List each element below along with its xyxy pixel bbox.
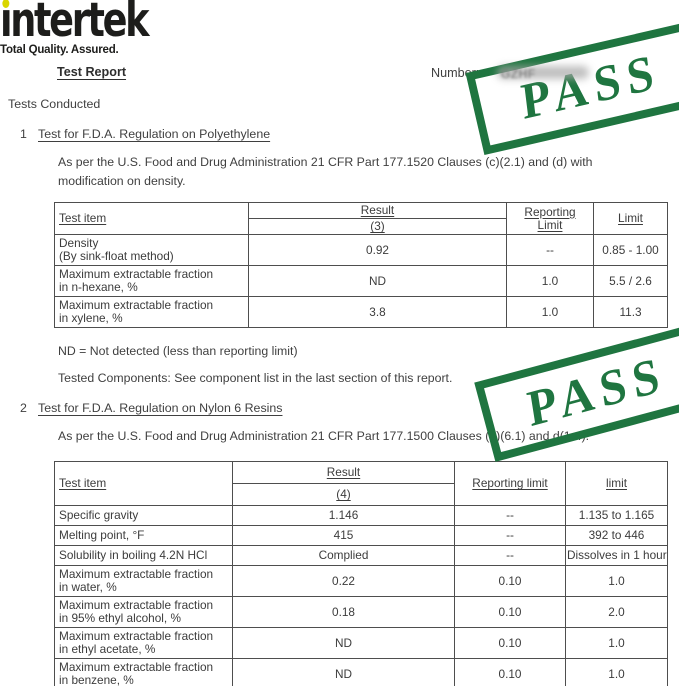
description-line: As per the U.S. Food and Drug Administra… <box>58 155 593 169</box>
header-line: Test Report Number: GZHF <box>0 65 679 82</box>
cell-limit: 0.85 - 1.00 <box>593 234 668 266</box>
cell-test-item: Maximum extractable fraction in water, % <box>54 565 233 597</box>
cell-reporting: 0.10 <box>454 596 566 628</box>
description-line: modification on density. <box>58 174 186 188</box>
section-number: 2 <box>20 401 27 415</box>
nd-note: ND = Not detected (less than reporting l… <box>58 344 298 358</box>
pass-stamp-label: PASS <box>518 43 664 131</box>
cell-test-item: Maximum extractable fraction in xylene, … <box>54 296 249 328</box>
table-row: Specific gravity 1.146 -- 1.135 to 1.165 <box>54 505 668 526</box>
logo-yellow-dot-icon <box>2 0 10 8</box>
table-row: Maximum extractable fraction in n-hexane… <box>54 265 668 297</box>
tested-components-note: Tested Components: See component list in… <box>58 371 453 385</box>
cell-test-item: Maximum extractable fraction in benzene,… <box>54 658 233 686</box>
header-limit: Limit <box>593 202 668 235</box>
header-result-sub: (3) <box>370 219 385 233</box>
cell-reporting: 1.0 <box>506 296 594 328</box>
header-test-item: Test item <box>54 461 233 506</box>
logo-tagline: Total Quality. Assured. <box>0 44 119 56</box>
cell-result: 1.146 <box>232 505 455 526</box>
tests-conducted-label: Tests Conducted <box>8 97 101 111</box>
polyethylene-results-table: Test item Result (3) Reporting Limit Lim… <box>54 202 668 328</box>
table-row: Maximum extractable fraction in benzene,… <box>54 658 668 686</box>
cell-result: ND <box>248 265 507 297</box>
section-1-heading-row: 1 Test for F.D.A. Regulation on Polyethy… <box>0 127 679 141</box>
cell-reporting: 0.10 <box>454 565 566 597</box>
cell-test-item: Melting point, °F <box>54 525 233 546</box>
report-title: Test Report <box>57 65 127 79</box>
table-row: Solubility in boiling 4.2N HCl Complied … <box>54 545 668 566</box>
cell-reporting: 0.10 <box>454 627 566 659</box>
header-test-item: Test item <box>54 202 249 235</box>
header-result: Result (3) <box>248 202 507 235</box>
cell-limit: 392 to 446 <box>565 525 668 546</box>
header-reporting-limit: Reporting limit <box>454 461 566 506</box>
cell-limit: 5.5 / 2.6 <box>593 265 668 297</box>
nylon-results-table: Test item Result (4) Reporting limit lim… <box>54 461 668 686</box>
header-reporting-limit: Reporting Limit <box>506 202 594 235</box>
cell-limit: 1.0 <box>565 627 668 659</box>
cell-reporting: 0.10 <box>454 658 566 686</box>
cell-result: 0.22 <box>232 565 455 597</box>
cell-reporting: -- <box>454 525 566 546</box>
header-limit: limit <box>565 461 668 506</box>
cell-test-item: Density (By sink-float method) <box>54 234 249 266</box>
pass-stamp-label: PASS <box>523 345 670 438</box>
section-title: Test for F.D.A. Regulation on Polyethyle… <box>38 127 271 141</box>
cell-result: 0.92 <box>248 234 507 266</box>
cell-result: ND <box>232 658 455 686</box>
cell-test-item: Maximum extractable fraction in ethyl ac… <box>54 627 233 659</box>
cell-limit: 2.0 <box>565 596 668 628</box>
cell-reporting: -- <box>454 505 566 526</box>
cell-limit: 11.3 <box>593 296 668 328</box>
wordmark-text: ıntertek <box>0 0 150 48</box>
header-result-sub: (4) <box>336 487 351 501</box>
cell-test-item: Specific gravity <box>54 505 233 526</box>
cell-test-item: Solubility in boiling 4.2N HCl <box>54 545 233 566</box>
cell-result: 3.8 <box>248 296 507 328</box>
description-line: As per the U.S. Food and Drug Administra… <box>58 429 590 443</box>
cell-limit: 1.0 <box>565 565 668 597</box>
section-description: As per the U.S. Food and Drug Administra… <box>58 427 678 446</box>
intertek-wordmark: ıntertek <box>0 0 150 44</box>
cell-limit: Dissolves in 1 hour <box>565 545 668 566</box>
section-number: 1 <box>20 127 27 141</box>
section-2-heading-row: 2 Test for F.D.A. Regulation on Nylon 6 … <box>0 401 679 415</box>
table-header-row: Test item Result (3) Reporting Limit Lim… <box>54 202 668 235</box>
cell-result: 415 <box>232 525 455 546</box>
cell-limit: 1.0 <box>565 658 668 686</box>
table-row: Melting point, °F 415 -- 392 to 446 <box>54 525 668 546</box>
intertek-logo: ıntertek Total Quality. Assured. <box>0 0 679 56</box>
table-row: Maximum extractable fraction in ethyl ac… <box>54 627 668 659</box>
section-description: As per the U.S. Food and Drug Administra… <box>58 153 623 191</box>
table-row: Maximum extractable fraction in water, %… <box>54 565 668 597</box>
report-number-label: Number: <box>431 66 480 80</box>
cell-test-item: Maximum extractable fraction in 95% ethy… <box>54 596 233 628</box>
header-result-label: Result <box>360 203 395 217</box>
table-row: Maximum extractable fraction in xylene, … <box>54 296 668 328</box>
cell-result: 0.18 <box>232 596 455 628</box>
redaction-blur-bar <box>497 66 589 79</box>
table-header-row: Test item Result (4) Reporting limit lim… <box>54 461 668 506</box>
cell-reporting: -- <box>454 545 566 566</box>
cell-reporting: -- <box>506 234 594 266</box>
table-row: Density (By sink-float method) 0.92 -- 0… <box>54 234 668 266</box>
section-title: Test for F.D.A. Regulation on Nylon 6 Re… <box>38 401 283 415</box>
cell-result: Complied <box>232 545 455 566</box>
cell-limit: 1.135 to 1.165 <box>565 505 668 526</box>
header-result: Result (4) <box>232 461 455 506</box>
cell-result: ND <box>232 627 455 659</box>
cell-test-item: Maximum extractable fraction in n-hexane… <box>54 265 249 297</box>
table-row: Maximum extractable fraction in 95% ethy… <box>54 596 668 628</box>
cell-reporting: 1.0 <box>506 265 594 297</box>
header-result-label: Result <box>326 465 361 479</box>
report-number-value: GZHF <box>501 67 536 81</box>
